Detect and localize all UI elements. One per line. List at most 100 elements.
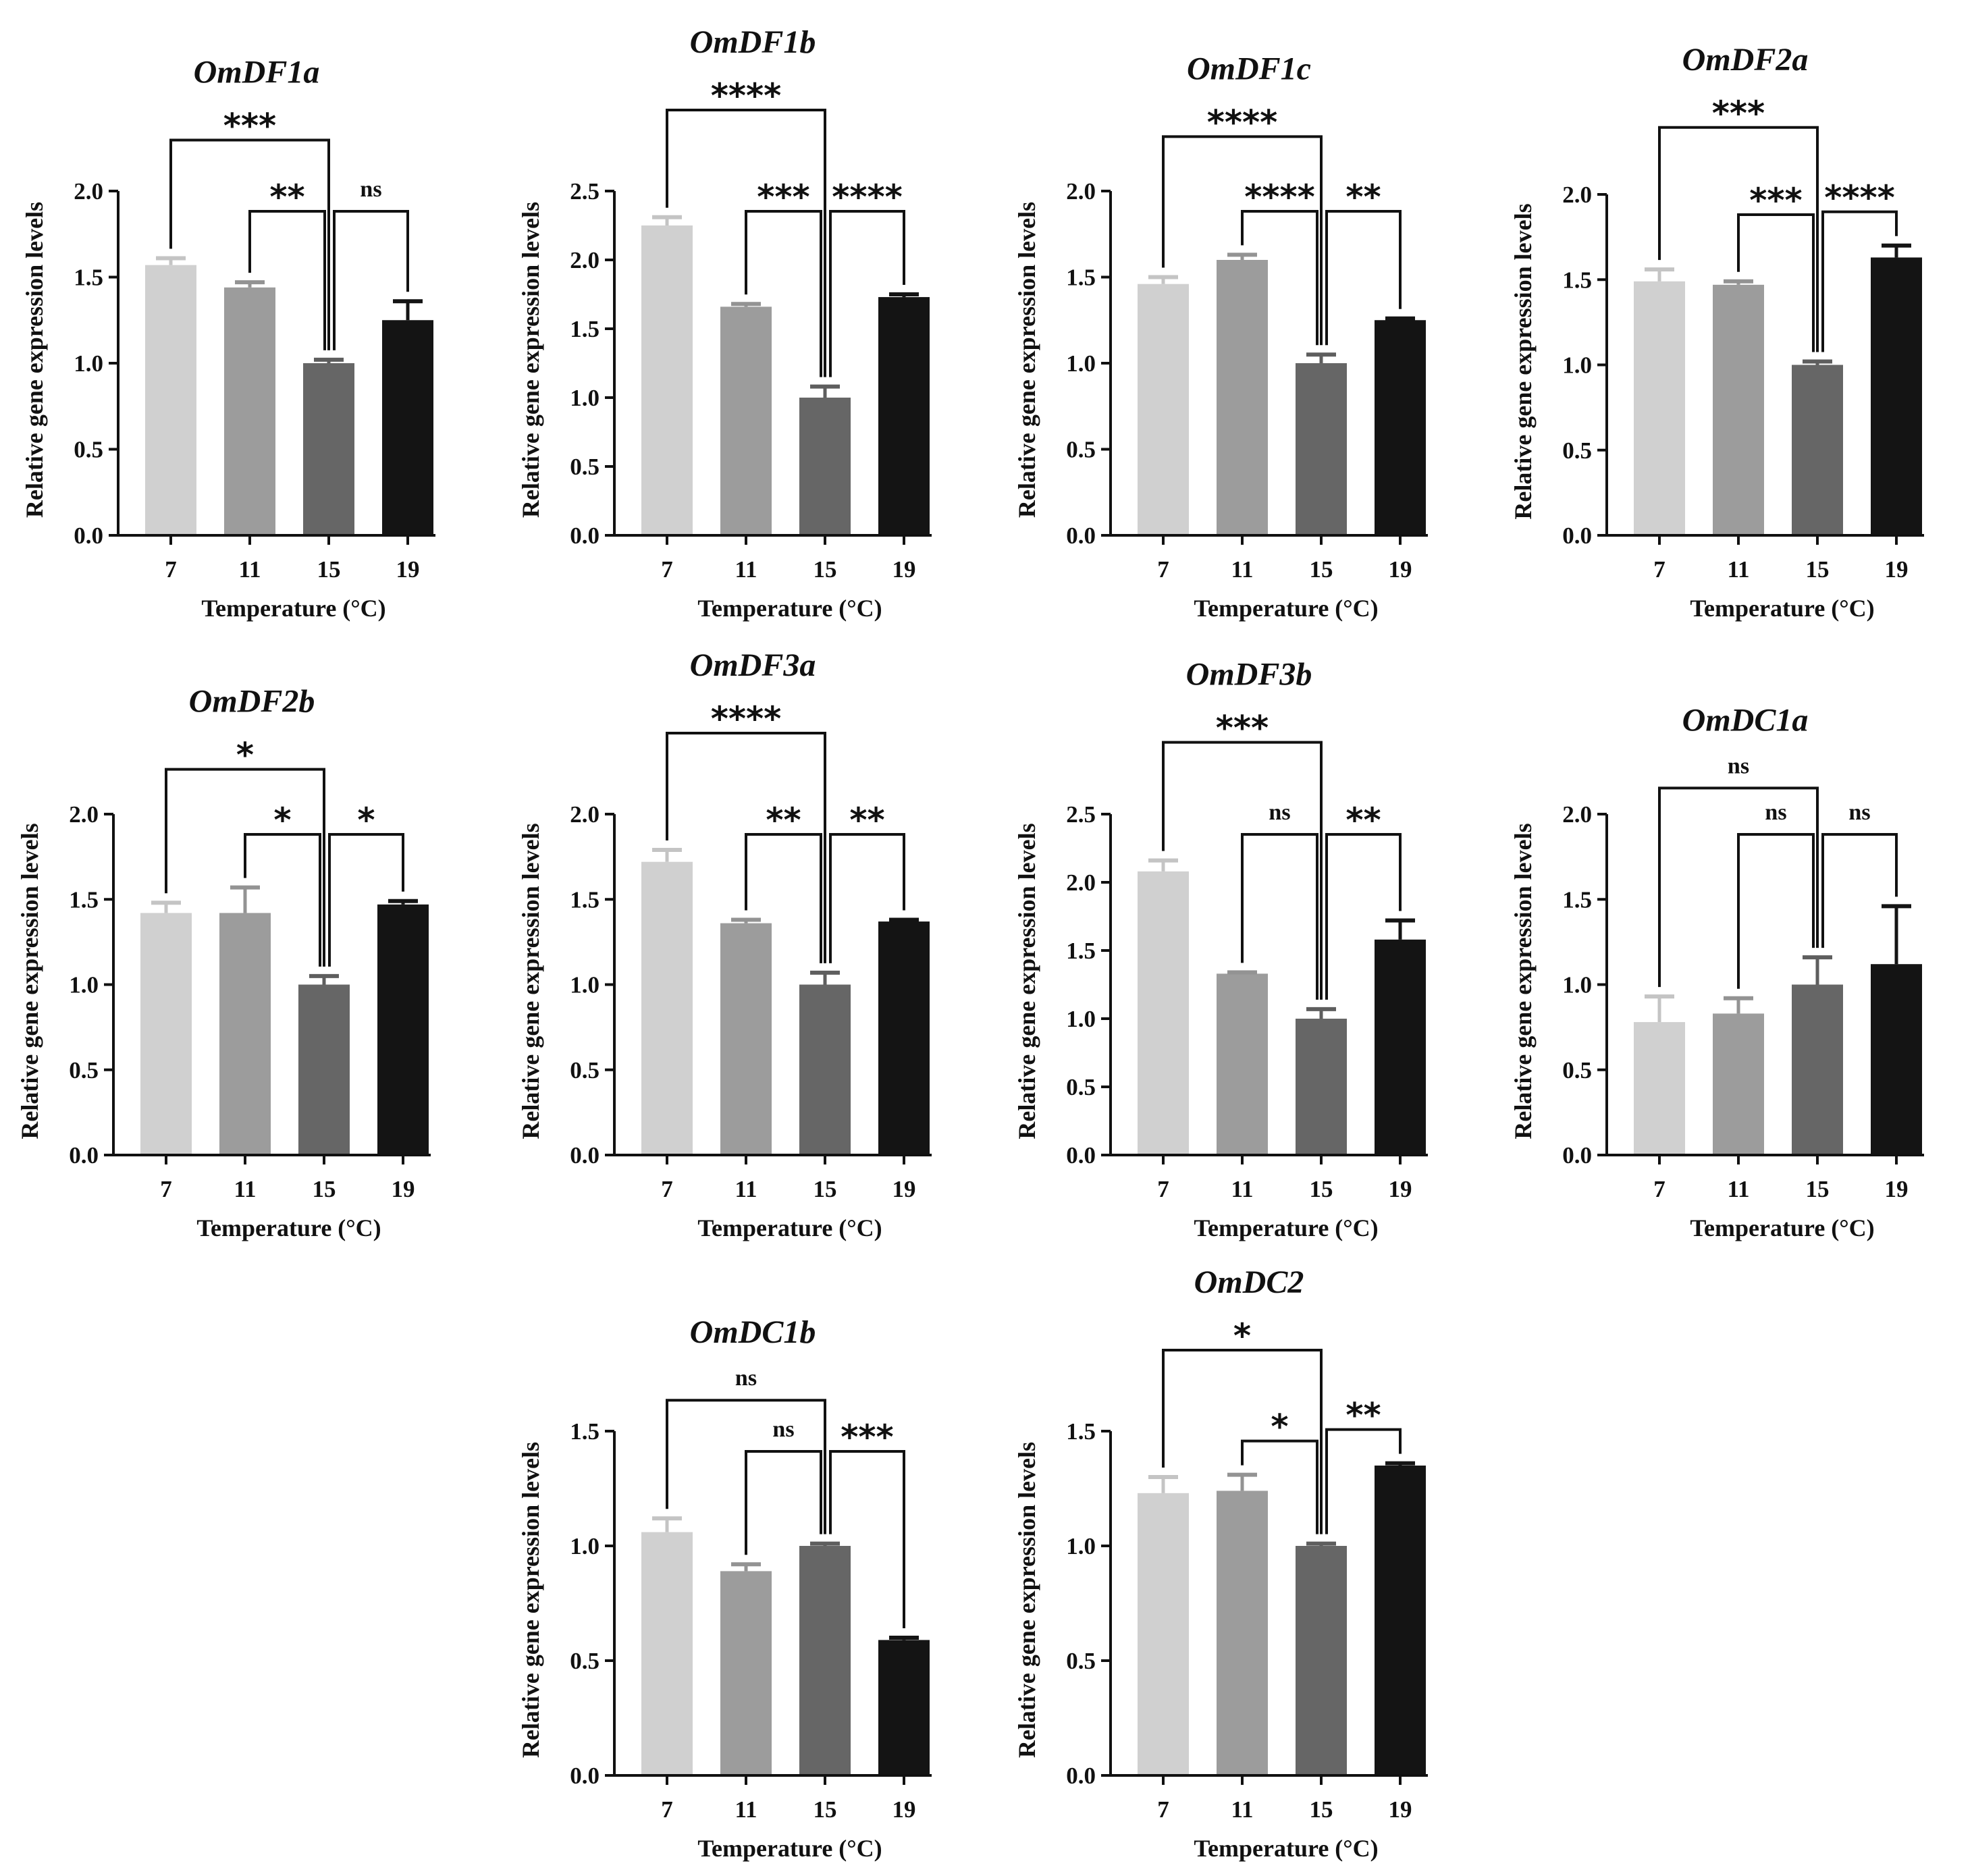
significance-bracket <box>1737 213 1815 352</box>
significance-label: **** <box>832 178 903 217</box>
y-tick-label: 2.0 <box>1562 182 1592 208</box>
x-tick-label: 11 <box>735 1796 757 1823</box>
y-tick-label: 1.0 <box>74 350 103 377</box>
y-axis-title: Relative gene expression levels <box>21 202 48 518</box>
y-tick-label: 1.5 <box>1066 265 1096 291</box>
y-tick-label: 0.0 <box>1066 1763 1096 1789</box>
y-tick-label: 2.5 <box>570 178 599 205</box>
y-axis-title: Relative gene expression levels <box>517 823 544 1139</box>
significance-label: *** <box>841 1418 893 1457</box>
x-tick-label: 7 <box>661 556 673 583</box>
y-axis-title: Relative gene expression levels <box>517 1442 544 1758</box>
bar-19 <box>1375 939 1426 1155</box>
x-axis-title: Temperature (°C) <box>697 1214 882 1241</box>
chart-panel-omdf1a: 0.0 0.5 1.0 1.5 2.0 7 11 15 19 Temperature (°C) Re… <box>21 54 435 622</box>
bar-19 <box>878 1640 930 1775</box>
bar-15 <box>1296 1546 1347 1775</box>
x-axis-title: Temperature (°C) <box>697 595 882 622</box>
y-tick-label: 1.0 <box>570 1533 599 1559</box>
significance-bracket <box>1658 126 1819 352</box>
chart-title: OmDC1b <box>690 1314 816 1350</box>
x-tick-label: 11 <box>1231 1176 1253 1202</box>
significance-bracket <box>745 1450 822 1555</box>
x-tick-label: 19 <box>1389 556 1412 583</box>
y-tick-label: 1.0 <box>69 972 99 998</box>
significance-label: *** <box>1216 709 1269 748</box>
y-tick-label: 1.5 <box>570 316 599 342</box>
significance-label: *** <box>1712 94 1765 133</box>
chart-panel-omdc1b: 0.0 0.5 1.0 1.5 7 11 15 19 Temperature (°C) Relat… <box>517 1314 932 1862</box>
x-tick-label: 7 <box>661 1176 673 1202</box>
x-axis-title: Temperature (°C) <box>1194 1835 1378 1862</box>
chart-panel-omdf2a: 0.0 0.5 1.0 1.5 2.0 7 11 15 19 Temperature (°C) Re… <box>1510 42 1924 622</box>
y-tick-label: 1.5 <box>74 265 103 291</box>
significance-label: ns <box>1848 800 1870 825</box>
bar-19 <box>1375 320 1426 535</box>
y-tick-label: 2.0 <box>1066 869 1096 896</box>
x-tick-label: 19 <box>1389 1796 1412 1823</box>
chart-panel-omdf1b: 0.0 0.5 1.0 1.5 2.0 2.5 7 11 15 19 Temperature (°C… <box>517 24 932 622</box>
y-tick-label: 2.0 <box>570 801 599 828</box>
bar-15 <box>298 984 350 1155</box>
significance-label: ** <box>1345 801 1381 840</box>
chart-title: OmDC2 <box>1194 1264 1304 1300</box>
y-tick-label: 1.5 <box>1066 938 1096 964</box>
x-axis-title: Temperature (°C) <box>196 1214 381 1241</box>
x-tick-label: 11 <box>735 1176 757 1202</box>
bar-15 <box>799 398 851 535</box>
x-tick-label: 15 <box>1310 1796 1333 1823</box>
bar-11 <box>224 287 275 535</box>
bar-19 <box>1871 964 1922 1155</box>
significance-bracket <box>248 210 326 350</box>
y-tick-label: 2.5 <box>1066 801 1096 828</box>
y-tick-label: 0.0 <box>1562 1142 1592 1169</box>
significance-bracket <box>1325 833 1402 1000</box>
significance-label: ** <box>849 801 884 840</box>
x-tick-label: 7 <box>661 1796 673 1823</box>
y-axis-title: Relative gene expression levels <box>1013 823 1040 1139</box>
y-axis-title: Relative gene expression levels <box>16 823 43 1139</box>
y-tick-label: 1.0 <box>570 972 599 998</box>
significance-bracket <box>745 210 822 377</box>
x-tick-label: 15 <box>814 1796 837 1823</box>
bar-15 <box>303 363 354 535</box>
y-tick-label: 0.5 <box>69 1057 99 1083</box>
x-tick-label: 7 <box>1157 1796 1169 1823</box>
bar-11 <box>720 923 772 1155</box>
significance-bracket <box>1658 786 1819 988</box>
significance-bracket <box>1162 1349 1323 1534</box>
y-axis-title: Relative gene expression levels <box>1510 823 1537 1139</box>
bar-7 <box>1634 1022 1685 1155</box>
significance-bracket <box>1821 833 1898 948</box>
bar-11 <box>720 306 772 535</box>
y-tick-label: 0.0 <box>570 1763 599 1789</box>
chart-title: OmDF3a <box>690 647 816 683</box>
bar-7 <box>641 225 693 535</box>
significance-label: ns <box>1728 753 1749 778</box>
y-tick-label: 0.0 <box>570 1142 599 1169</box>
bar-7 <box>641 861 693 1155</box>
x-tick-label: 11 <box>1727 1176 1749 1202</box>
x-tick-label: 19 <box>892 1796 916 1823</box>
x-tick-label: 7 <box>1653 1176 1665 1202</box>
bar-11 <box>1217 973 1268 1155</box>
significance-label: ns <box>735 1366 757 1391</box>
y-tick-label: 1.0 <box>1562 352 1592 379</box>
y-axis-title: Relative gene expression levels <box>1013 1442 1040 1758</box>
x-axis-title: Temperature (°C) <box>1194 595 1378 622</box>
bar-19 <box>878 921 930 1155</box>
y-tick-label: 1.5 <box>570 886 599 913</box>
significance-label: ** <box>269 178 304 217</box>
x-axis-title: Temperature (°C) <box>201 595 385 622</box>
y-tick-label: 0.0 <box>69 1142 99 1169</box>
bar-15 <box>799 1546 851 1775</box>
chart-panel-omdc2: 0.0 0.5 1.0 1.5 7 11 15 19 Temperature (°C) Relat… <box>1013 1264 1428 1862</box>
y-tick-label: 1.0 <box>570 385 599 411</box>
significance-label: * <box>357 801 375 840</box>
x-tick-label: 11 <box>1231 1796 1253 1823</box>
significance-label: * <box>1271 1408 1288 1447</box>
chart-title: OmDF2a <box>1682 42 1809 78</box>
x-tick-label: 15 <box>317 556 341 583</box>
chart-title: OmDF1c <box>1187 51 1311 86</box>
significance-bracket <box>333 210 409 350</box>
